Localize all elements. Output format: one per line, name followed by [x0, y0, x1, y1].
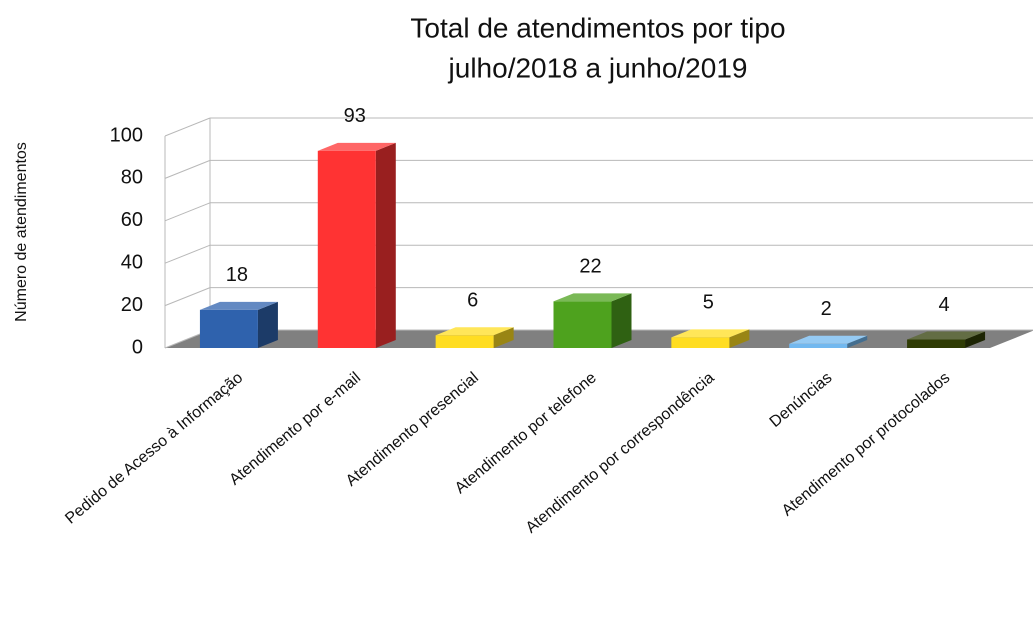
- x-tick-label: Denúncias: [767, 369, 836, 431]
- chart-subtitle: julho/2018 a junho/2019: [448, 52, 748, 83]
- bar-side: [612, 293, 632, 348]
- y-tick-label: 80: [121, 167, 143, 189]
- grid-line: [165, 160, 210, 178]
- data-label: 2: [821, 298, 832, 320]
- bar-front: [671, 337, 729, 348]
- bar-front: [436, 335, 494, 348]
- y-tick-label: 100: [110, 124, 143, 146]
- x-tick-label: Pedido de Acesso à Informação: [62, 369, 246, 527]
- bar-front: [200, 310, 258, 348]
- y-tick-label: 40: [121, 251, 143, 273]
- data-label: 18: [226, 264, 248, 286]
- data-label: 6: [467, 290, 478, 312]
- bar-side: [258, 302, 278, 348]
- x-tick-label: Atendimento por e-mail: [226, 369, 364, 488]
- bar-side: [376, 143, 396, 348]
- x-tick-label: Atendimento por correspondência: [523, 369, 718, 536]
- data-label: 5: [703, 292, 714, 314]
- grid-line: [165, 203, 210, 221]
- data-label: 93: [344, 105, 366, 127]
- y-tick-label: 60: [121, 209, 143, 231]
- data-label: 22: [579, 256, 601, 278]
- x-tick-label: Atendimento presencial: [343, 369, 482, 490]
- bar-front: [907, 340, 965, 348]
- data-label: 4: [939, 294, 950, 316]
- chart-title: Total de atendimentos por tipo: [410, 12, 785, 43]
- grid-line: [165, 245, 210, 263]
- chart: Total de atendimentos por tipo julho/201…: [0, 0, 1033, 617]
- y-axis-label: Número de atendimentos: [13, 142, 30, 322]
- bar-front: [789, 344, 847, 348]
- y-tick-label: 0: [132, 336, 143, 358]
- y-tick-label: 20: [121, 294, 143, 316]
- grid-line: [165, 288, 210, 306]
- grid-line: [165, 118, 210, 136]
- bar-front: [554, 301, 612, 348]
- bar-front: [318, 151, 376, 348]
